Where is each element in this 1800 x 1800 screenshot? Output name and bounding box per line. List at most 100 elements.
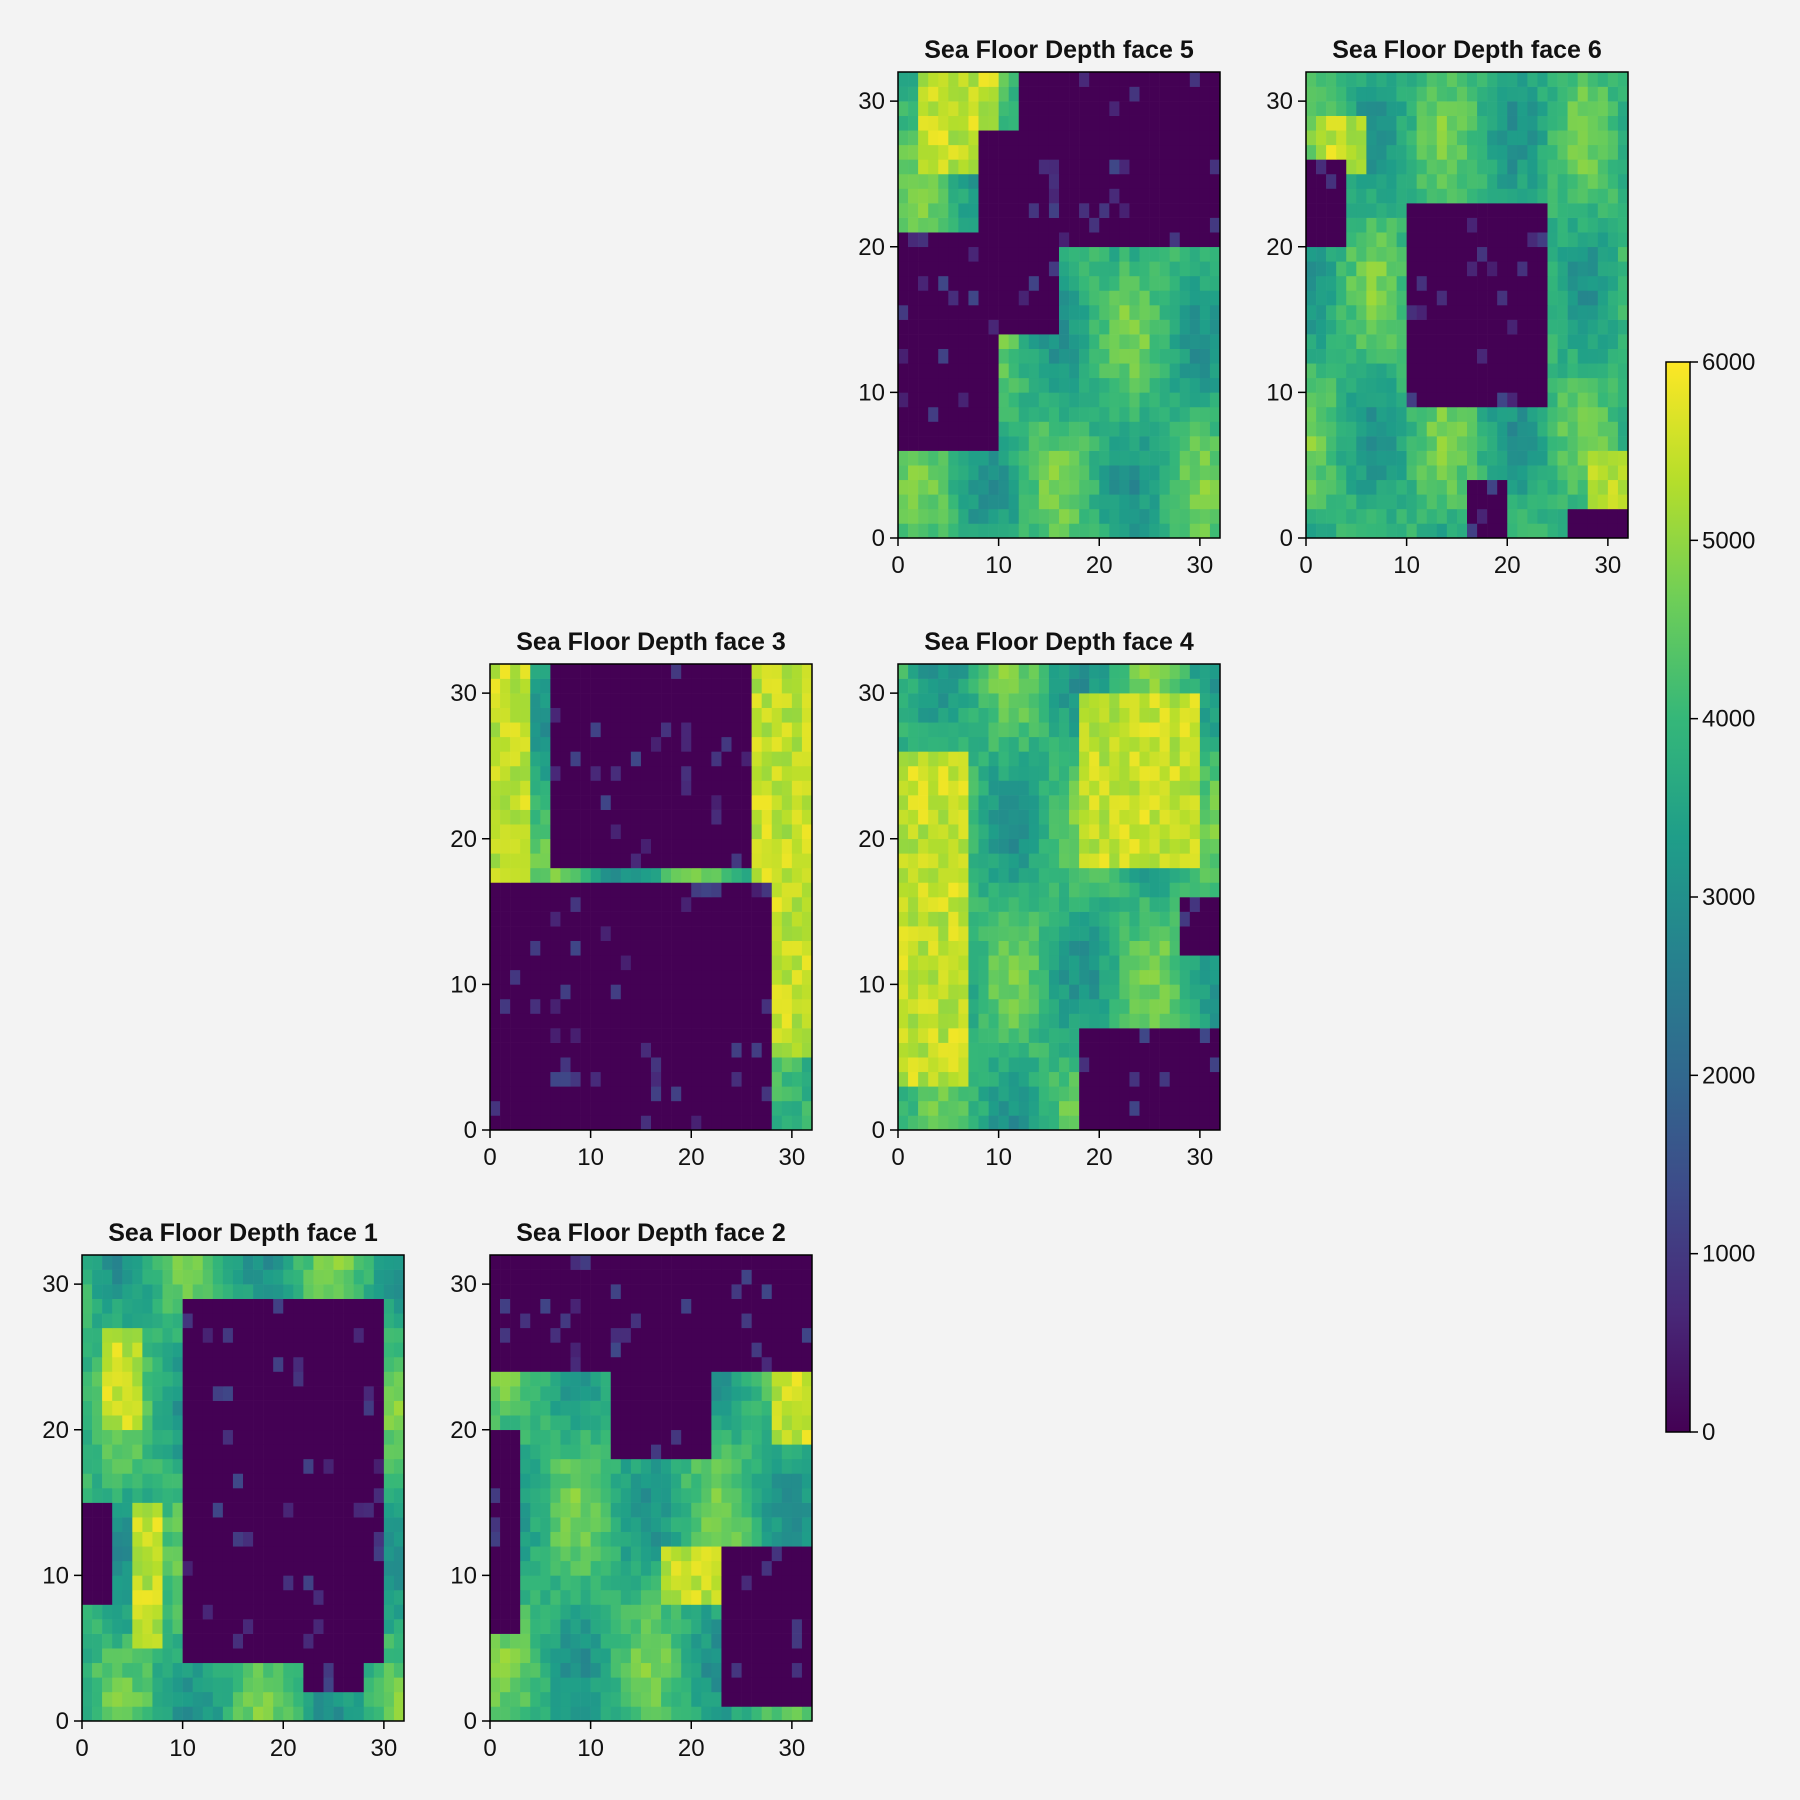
heatmap-cell [1059, 450, 1070, 466]
heatmap-cell [1139, 261, 1150, 277]
heatmap-cell [560, 926, 571, 941]
heatmap-cell [948, 867, 959, 883]
heatmap-cell [1069, 1057, 1080, 1073]
heatmap-cell [600, 1589, 612, 1605]
heatmap-cell [610, 1429, 622, 1445]
heatmap-cell [1199, 348, 1211, 364]
heatmap-cell [1018, 897, 1030, 912]
heatmap-cell [510, 707, 521, 723]
heatmap-cell [353, 1458, 365, 1474]
heatmap-cell [630, 1356, 642, 1372]
heatmap-cell [1179, 1057, 1191, 1073]
heatmap-cell [202, 1502, 214, 1518]
heatmap-cell [1018, 1100, 1030, 1116]
heatmap-cell [610, 1356, 622, 1372]
heatmap-cell [661, 1619, 672, 1634]
heatmap-cell [928, 261, 939, 277]
heatmap-cell [263, 1604, 274, 1620]
heatmap-cell [1209, 853, 1221, 869]
heatmap-cell [323, 1619, 334, 1634]
heatmap-cell [1018, 1086, 1030, 1102]
heatmap-cell [383, 1531, 395, 1547]
heatmap-cell [1169, 319, 1181, 335]
heatmap-cell [1069, 1013, 1080, 1029]
heatmap-cell [1139, 707, 1150, 723]
heatmap-cell [122, 1633, 133, 1649]
heatmap-cell [948, 319, 959, 335]
heatmap-cell [661, 765, 672, 781]
heatmap-cell [192, 1444, 204, 1460]
heatmap-cell [1059, 1042, 1070, 1058]
heatmap-cell [898, 926, 909, 941]
heatmap-cell [761, 955, 773, 971]
heatmap-cell [232, 1531, 244, 1547]
heatmap-cell [781, 1502, 793, 1518]
heatmap-cell [968, 450, 979, 466]
heatmap-cell [1159, 479, 1170, 495]
heatmap-cell [741, 1531, 752, 1547]
heatmap-cell [530, 736, 541, 752]
heatmap-cell [132, 1473, 143, 1489]
heatmap-cell [1149, 969, 1160, 985]
heatmap-cell [132, 1386, 143, 1401]
heatmap-cell [1038, 1115, 1050, 1131]
heatmap-cell [1109, 693, 1120, 708]
heatmap-cell [580, 1313, 591, 1329]
heatmap-cell [671, 1546, 682, 1562]
heatmap-cell [1008, 436, 1020, 451]
heatmap-cell [490, 824, 501, 840]
heatmap-cell [540, 1298, 551, 1314]
heatmap-cell [928, 693, 939, 708]
heatmap-cell [1109, 882, 1120, 898]
heatmap-cell [500, 1575, 511, 1591]
heatmap-cell [620, 853, 632, 869]
heatmap-cell [540, 1677, 551, 1693]
heatmap-cell [530, 1589, 541, 1605]
heatmap-cell [958, 882, 969, 898]
heatmap-cell [1149, 1100, 1160, 1116]
heatmap-cell [293, 1604, 304, 1620]
heatmap-cell [1038, 693, 1050, 708]
heatmap-cell [590, 940, 601, 956]
heatmap-cell [1159, 217, 1170, 233]
heatmap-cell [751, 678, 762, 694]
heatmap-cell [1008, 159, 1020, 175]
heatmap-cell [1028, 319, 1040, 335]
heatmap-cell [721, 984, 732, 1000]
heatmap-cell [741, 1356, 752, 1372]
heatmap-cell [731, 1589, 742, 1605]
heatmap-cell [540, 1560, 551, 1576]
heatmap-cell [192, 1458, 204, 1474]
heatmap-cell [731, 1371, 742, 1387]
heatmap-cell [691, 722, 702, 738]
heatmap-cell [948, 217, 959, 233]
heatmap-cell [1189, 1086, 1201, 1102]
heatmap-cell [771, 809, 783, 825]
heatmap-cell [500, 751, 511, 767]
heatmap-cell [490, 1619, 501, 1634]
heatmap-cell [313, 1531, 324, 1547]
axes-frame [897, 663, 1221, 1131]
panels: Sea Floor Depth face 100101020203030Sea … [42, 36, 1629, 1762]
heatmap-cell [530, 707, 541, 723]
heatmap-cell [898, 232, 909, 248]
heatmap-cells [82, 1255, 405, 1722]
heatmap-cell [908, 853, 919, 869]
heatmap-cell [801, 838, 813, 854]
heatmap-cell [283, 1473, 294, 1489]
heatmap-cell [741, 707, 752, 723]
heatmap-cell [323, 1546, 334, 1562]
heatmap-cell [741, 1057, 752, 1073]
heatmap-cell [661, 926, 672, 941]
heatmap-cell [1008, 217, 1020, 233]
heatmap-cell [681, 1042, 692, 1058]
heatmap-cell [1189, 969, 1201, 985]
heatmap-cell [560, 1444, 571, 1460]
heatmap-cell [791, 998, 803, 1014]
heatmap-cell [1169, 664, 1181, 679]
heatmap-cell [681, 969, 692, 985]
heatmap-cell [263, 1415, 274, 1431]
heatmap-cell [263, 1691, 274, 1707]
heatmap-cell [303, 1298, 314, 1314]
